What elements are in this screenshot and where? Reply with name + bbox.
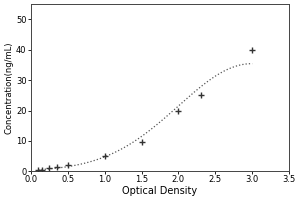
X-axis label: Optical Density: Optical Density [122,186,197,196]
Y-axis label: Concentration(ng/mL): Concentration(ng/mL) [4,41,13,134]
